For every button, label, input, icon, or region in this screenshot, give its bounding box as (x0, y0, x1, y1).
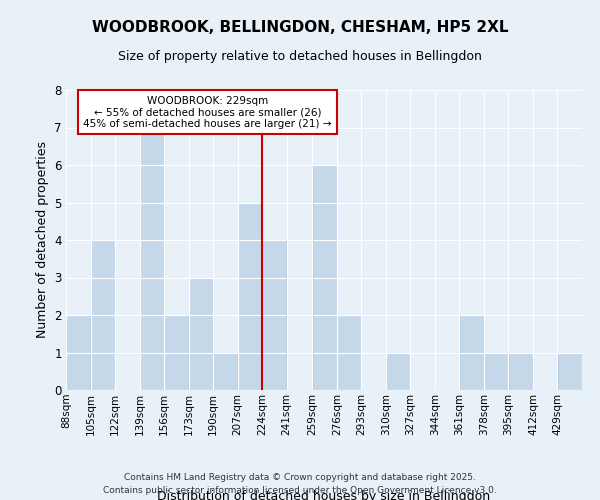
Text: Contains public sector information licensed under the Open Government Licence v3: Contains public sector information licen… (103, 486, 497, 495)
Y-axis label: Number of detached properties: Number of detached properties (36, 142, 49, 338)
Bar (386, 352, 410, 390)
Text: WOODBROOK: 229sqm
← 55% of detached houses are smaller (26)
45% of semi-detached: WOODBROOK: 229sqm ← 55% of detached hous… (83, 96, 332, 129)
Bar (313, 165, 337, 390)
Bar (140, 128, 164, 390)
Bar (238, 202, 262, 390)
Text: WOODBROOK, BELLINGDON, CHESHAM, HP5 2XL: WOODBROOK, BELLINGDON, CHESHAM, HP5 2XL (92, 20, 508, 35)
Bar (558, 352, 582, 390)
Bar (164, 315, 188, 390)
X-axis label: Distribution of detached houses by size in Bellingdon: Distribution of detached houses by size … (157, 490, 491, 500)
Bar (262, 240, 286, 390)
Bar (460, 315, 484, 390)
Text: Contains HM Land Registry data © Crown copyright and database right 2025.: Contains HM Land Registry data © Crown c… (124, 474, 476, 482)
Bar (337, 315, 361, 390)
Bar (484, 352, 508, 390)
Bar (91, 240, 115, 390)
Bar (509, 352, 533, 390)
Bar (189, 278, 213, 390)
Bar (66, 315, 90, 390)
Text: Size of property relative to detached houses in Bellingdon: Size of property relative to detached ho… (118, 50, 482, 63)
Bar (213, 352, 237, 390)
